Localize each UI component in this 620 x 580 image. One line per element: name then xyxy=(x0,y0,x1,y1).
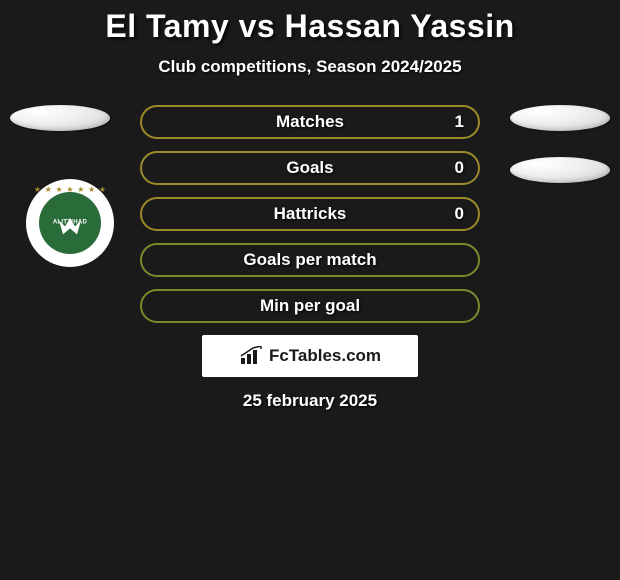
player-left-avatar-placeholder xyxy=(10,105,110,131)
stat-value: 0 xyxy=(455,204,464,224)
stat-label: Goals per match xyxy=(243,250,376,270)
fctables-watermark[interactable]: FcTables.com xyxy=(202,335,418,377)
badge-circle: ★ ★ ★ ★ ★ ★ ★ ALITTIHAD xyxy=(26,179,114,267)
player-right-avatar-placeholder-1 xyxy=(510,105,610,131)
star-icon: ★ xyxy=(34,185,41,201)
comparison-widget: El Tamy vs Hassan Yassin Club competitio… xyxy=(0,0,620,411)
star-icon: ★ xyxy=(99,185,106,201)
stats-section: ★ ★ ★ ★ ★ ★ ★ ALITTIHAD Matches1Goals0Ha… xyxy=(0,105,620,323)
stat-label: Matches xyxy=(276,112,344,132)
season-subtitle: Club competitions, Season 2024/2025 xyxy=(0,57,620,77)
stat-label: Goals xyxy=(286,158,333,178)
player-right-avatar-placeholder-2 xyxy=(510,157,610,183)
stat-row: Goals 0 xyxy=(140,151,480,185)
stat-row: Matches 1 xyxy=(140,105,480,139)
stat-row: Min per goal xyxy=(140,289,480,323)
stat-label: Min per goal xyxy=(260,296,360,316)
watermark-text: FcTables.com xyxy=(269,346,381,366)
stat-value: 1 xyxy=(455,112,464,132)
stat-value: 0 xyxy=(455,158,464,178)
badge-inner: ALITTIHAD xyxy=(39,192,101,254)
page-title: El Tamy vs Hassan Yassin xyxy=(0,8,620,45)
stat-row: Goals per match xyxy=(140,243,480,277)
club-badge: ★ ★ ★ ★ ★ ★ ★ ALITTIHAD xyxy=(20,179,120,267)
badge-emblem-icon xyxy=(55,216,85,238)
stat-label: Hattricks xyxy=(274,204,347,224)
stat-row: Hattricks 0 xyxy=(140,197,480,231)
chart-icon xyxy=(239,346,265,366)
date-label: 25 february 2025 xyxy=(0,391,620,411)
